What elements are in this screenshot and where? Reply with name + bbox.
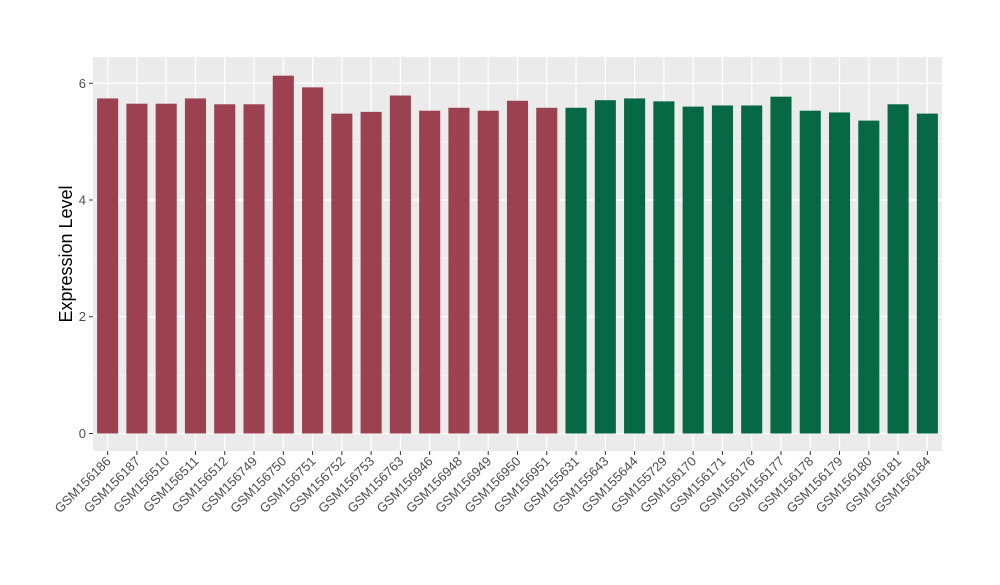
y-tick-label: 0 [79, 426, 86, 441]
bar [477, 110, 499, 434]
y-tick-label: 4 [79, 193, 86, 208]
bar [155, 103, 177, 434]
bar [741, 105, 763, 434]
y-tick-label: 6 [79, 76, 86, 91]
bar [506, 100, 529, 434]
bar [682, 106, 704, 434]
bar [858, 120, 880, 434]
bar [594, 100, 616, 434]
y-axis-title: Expression Level [56, 185, 76, 322]
bar [331, 113, 353, 434]
bar [887, 104, 909, 434]
bar [916, 113, 938, 434]
y-axis: 0 2 4 6 [79, 76, 93, 441]
bars [97, 75, 938, 434]
bar [448, 107, 470, 434]
bar [389, 95, 411, 434]
bar [184, 98, 207, 434]
bar [711, 105, 733, 434]
bar [126, 103, 148, 434]
bar [302, 87, 324, 434]
y-tick-label: 2 [79, 309, 86, 324]
bar [828, 112, 851, 434]
bar [97, 98, 119, 434]
bar [243, 104, 265, 434]
bar [214, 104, 236, 434]
bar [272, 75, 294, 434]
bar [624, 98, 646, 434]
bar [653, 101, 675, 434]
bar [360, 111, 382, 434]
bar [565, 107, 587, 434]
bar [536, 107, 558, 434]
x-axis: GSM156186GSM156187GSM156510GSM156511GSM1… [52, 451, 933, 516]
bar [770, 96, 792, 434]
bar [799, 110, 821, 434]
bar [419, 110, 441, 434]
